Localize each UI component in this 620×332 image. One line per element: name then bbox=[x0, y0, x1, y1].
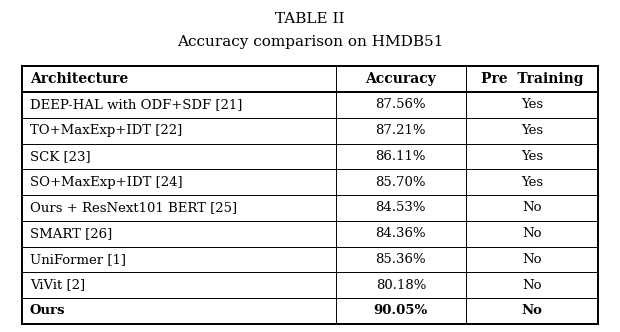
Text: SO+MaxExp+IDT [24]: SO+MaxExp+IDT [24] bbox=[30, 176, 182, 189]
Text: 80.18%: 80.18% bbox=[376, 279, 426, 291]
Text: 84.36%: 84.36% bbox=[376, 227, 426, 240]
Text: Accuracy comparison on HMDB51: Accuracy comparison on HMDB51 bbox=[177, 35, 443, 49]
Text: No: No bbox=[522, 253, 542, 266]
Text: 85.36%: 85.36% bbox=[376, 253, 426, 266]
Text: 86.11%: 86.11% bbox=[376, 150, 426, 163]
Text: SCK [23]: SCK [23] bbox=[30, 150, 91, 163]
Text: Pre  Training: Pre Training bbox=[480, 72, 583, 86]
Text: Yes: Yes bbox=[521, 176, 543, 189]
Text: SMART [26]: SMART [26] bbox=[30, 227, 112, 240]
Text: UniFormer [1]: UniFormer [1] bbox=[30, 253, 126, 266]
Text: 90.05%: 90.05% bbox=[374, 304, 428, 317]
Text: TO+MaxExp+IDT [22]: TO+MaxExp+IDT [22] bbox=[30, 124, 182, 137]
Text: Yes: Yes bbox=[521, 124, 543, 137]
Text: DEEP-HAL with ODF+SDF [21]: DEEP-HAL with ODF+SDF [21] bbox=[30, 99, 242, 112]
Text: No: No bbox=[522, 227, 542, 240]
Text: ViVit [2]: ViVit [2] bbox=[30, 279, 85, 291]
Text: Accuracy: Accuracy bbox=[365, 72, 436, 86]
Text: 85.70%: 85.70% bbox=[376, 176, 426, 189]
Text: No: No bbox=[522, 202, 542, 214]
Text: Yes: Yes bbox=[521, 99, 543, 112]
Text: No: No bbox=[522, 279, 542, 291]
Text: Architecture: Architecture bbox=[30, 72, 128, 86]
Text: Yes: Yes bbox=[521, 150, 543, 163]
Text: No: No bbox=[521, 304, 542, 317]
Text: 87.21%: 87.21% bbox=[376, 124, 426, 137]
Text: TABLE II: TABLE II bbox=[275, 12, 345, 26]
Text: Ours + ResNext101 BERT [25]: Ours + ResNext101 BERT [25] bbox=[30, 202, 237, 214]
Text: 84.53%: 84.53% bbox=[376, 202, 426, 214]
Text: 87.56%: 87.56% bbox=[376, 99, 426, 112]
Text: Ours: Ours bbox=[30, 304, 65, 317]
